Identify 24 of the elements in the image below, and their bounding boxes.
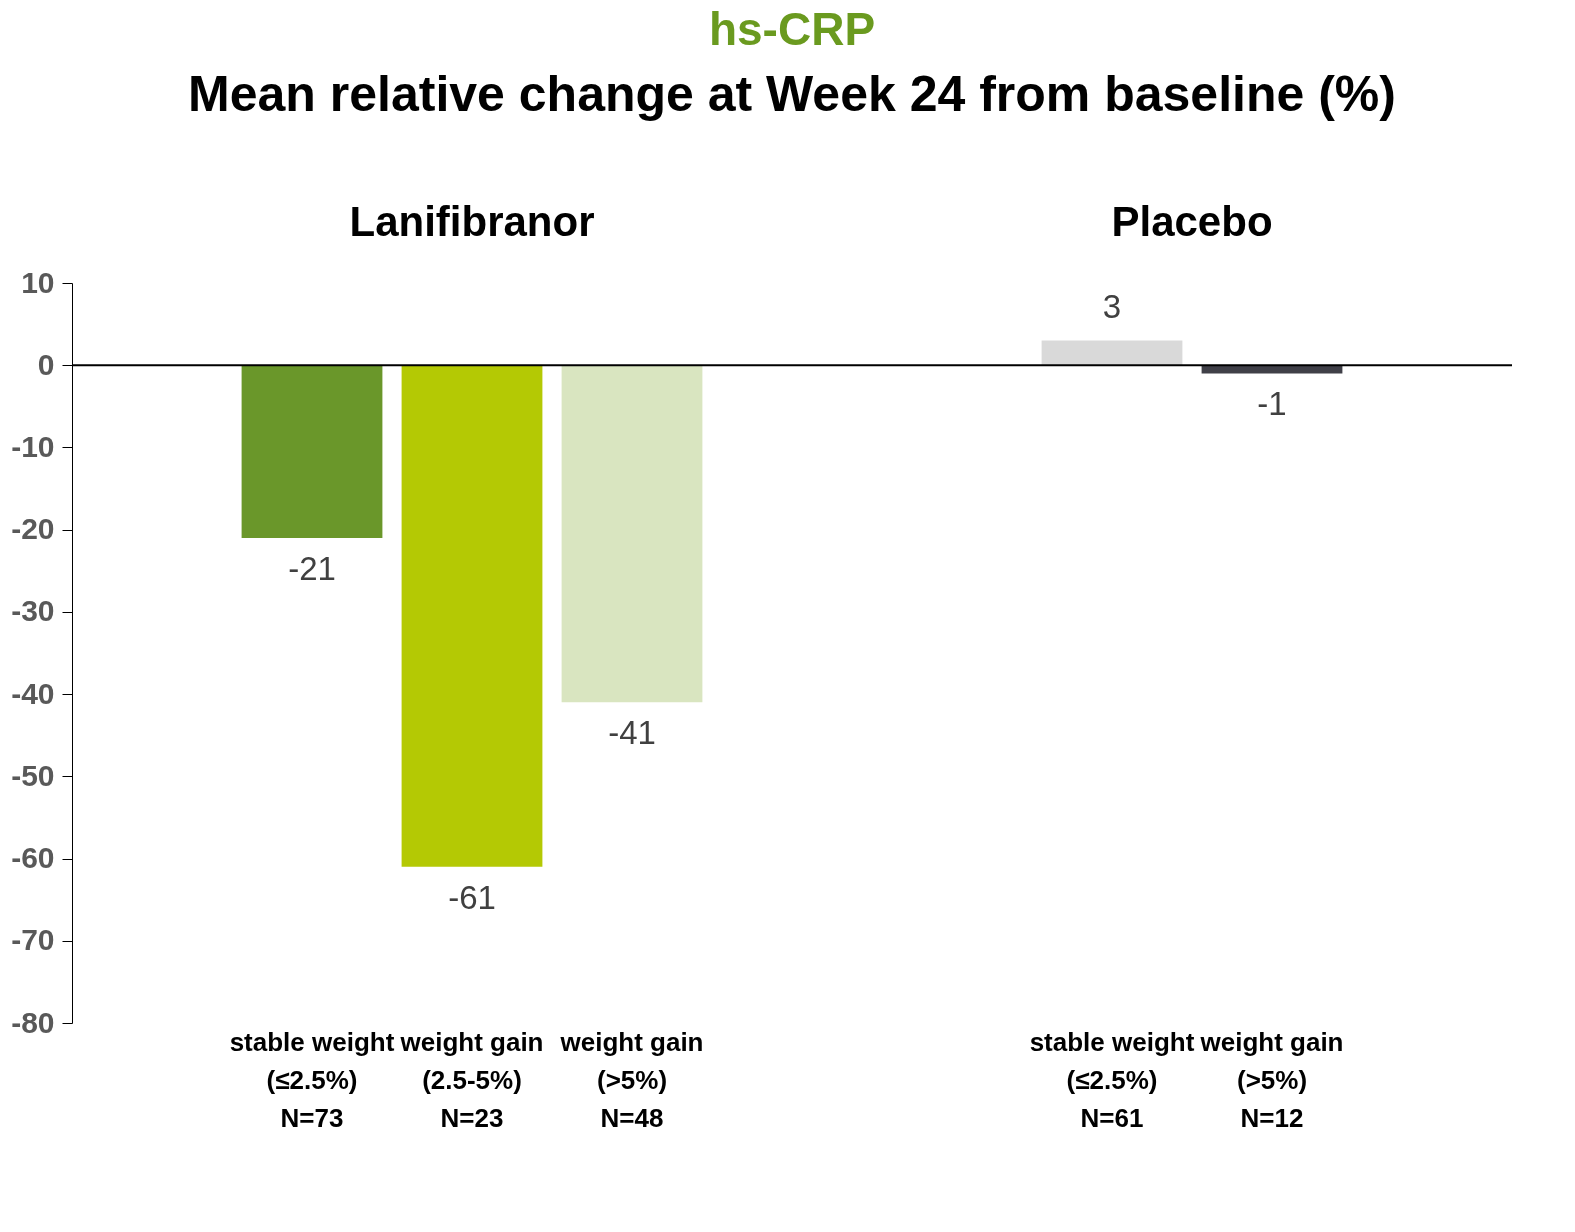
y-tick-label: 0 [37, 347, 55, 381]
x-tick-label: stable weight (≤2.5%) N=73 [229, 1026, 395, 1133]
data-label: -21 [288, 549, 336, 587]
y-tick-label: -10 [11, 429, 55, 463]
y-tick-label: -40 [11, 676, 55, 710]
data-label: -1 [1257, 385, 1287, 423]
y-tick-label: -80 [11, 1005, 55, 1039]
data-label: -61 [448, 878, 496, 916]
y-tick-label: -60 [11, 841, 55, 875]
data-label: -41 [608, 714, 656, 752]
chart-title: hs-CRP [708, 3, 876, 55]
x-tick-label: weight gain (>5%) N=12 [1199, 1026, 1344, 1133]
y-tick-label: -50 [11, 758, 55, 792]
chart-subtitle: Mean relative change at Week 24 from baseline (%) [188, 66, 1396, 122]
x-tick-label: stable weight (≤2.5%) N=61 [1029, 1026, 1195, 1133]
data-label: 3 [1102, 287, 1122, 325]
y-tick-label: 10 [21, 265, 55, 299]
text: Placebo [1111, 198, 1273, 245]
x-tick-label: weight gain (>5%) N=48 [559, 1026, 704, 1133]
y-tick-label: -30 [11, 594, 55, 628]
text: Lanifibranor [349, 198, 595, 245]
y-tick-label: -20 [11, 512, 55, 546]
y-tick-label: -70 [11, 923, 55, 957]
x-tick-label: weight gain (2.5-5%) N=23 [399, 1026, 544, 1133]
